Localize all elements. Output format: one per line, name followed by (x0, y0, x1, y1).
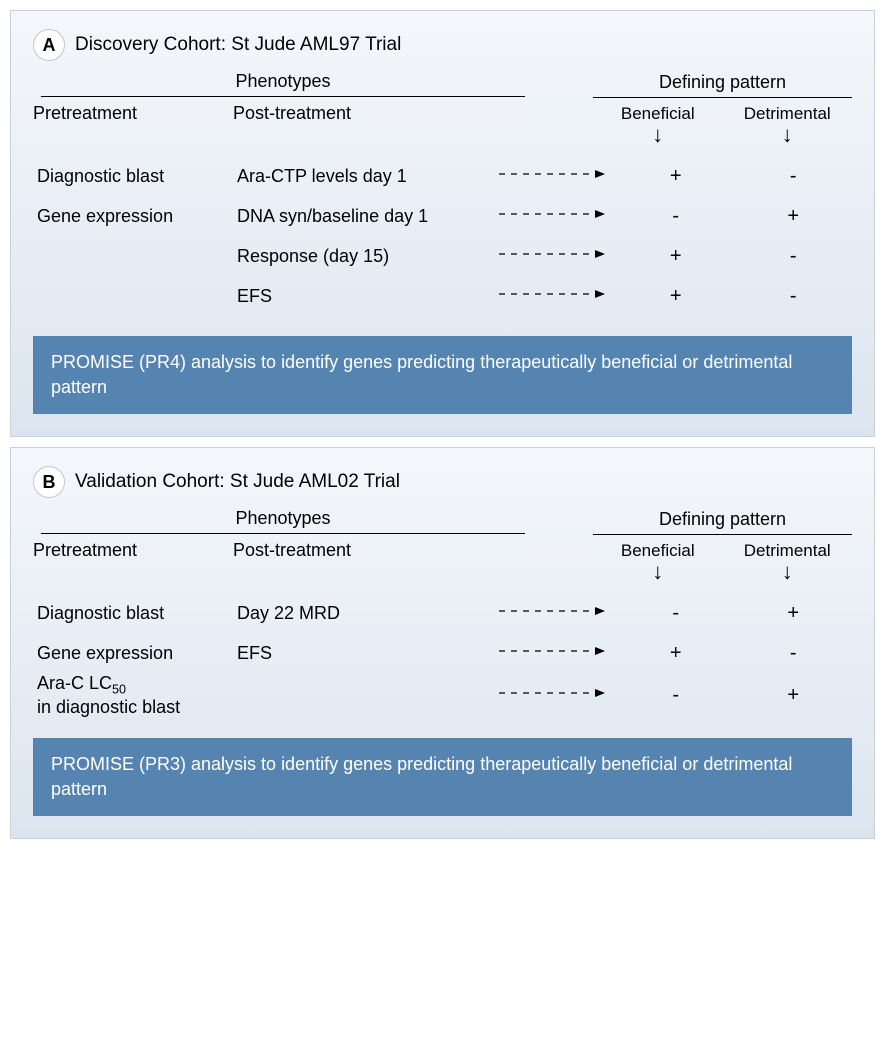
posttreatment-label: Post-treatment (233, 540, 533, 561)
dashed-right-arrow-icon (497, 287, 607, 301)
table-row: Gene expressionDNA syn/baseline day 1 -+ (33, 196, 852, 236)
panel-a-title: Discovery Cohort: St Jude AML97 Trial (75, 34, 401, 56)
panel-a-summary: PROMISE (PR4) analysis to identify genes… (33, 336, 852, 414)
beneficial-cell: - (617, 205, 735, 228)
panel-b-down-arrows: ↓ ↓ (593, 561, 852, 583)
panel-a-column-headers: Phenotypes Pretreatment Post-treatment D… (33, 71, 852, 124)
panel-b-header: B Validation Cohort: St Jude AML02 Trial (33, 466, 852, 498)
phenotypes-label: Phenotypes (41, 71, 525, 97)
dashed-right-arrow-icon (497, 207, 607, 221)
table-row: Diagnostic blastAra-CTP levels day 1 +- (33, 156, 852, 196)
detrimental-cell: - (735, 245, 853, 268)
down-arrow-icon: ↓ (593, 124, 723, 146)
dashed-right-arrow-icon (497, 167, 607, 181)
detrimental-cell: - (735, 642, 853, 665)
arrow-cell (487, 167, 617, 186)
phenotypes-label: Phenotypes (41, 508, 525, 534)
down-arrow-icon: ↓ (723, 124, 853, 146)
arrow-cell (487, 604, 617, 623)
down-arrow-icon: ↓ (723, 561, 853, 583)
table-row: Diagnostic blastDay 22 MRD -+ (33, 593, 852, 633)
panel-b: B Validation Cohort: St Jude AML02 Trial… (10, 447, 875, 839)
detrimental-label: Detrimental (723, 541, 853, 561)
posttreatment-cell: EFS (237, 643, 487, 664)
arrow-cell (487, 287, 617, 306)
dashed-right-arrow-icon (497, 644, 607, 658)
dashed-right-arrow-icon (497, 247, 607, 261)
panel-a-letter-badge: A (33, 29, 65, 61)
pretreatment-label: Pretreatment (33, 103, 233, 124)
beneficial-label: Beneficial (593, 541, 723, 561)
posttreatment-cell: EFS (237, 286, 487, 307)
pretreatment-cell: Gene expression (33, 206, 237, 227)
detrimental-cell: - (735, 165, 853, 188)
panel-a: A Discovery Cohort: St Jude AML97 Trial … (10, 10, 875, 437)
arrow-cell (487, 686, 617, 705)
dashed-right-arrow-icon (497, 686, 607, 700)
beneficial-cell: + (617, 285, 735, 308)
panel-a-header: A Discovery Cohort: St Jude AML97 Trial (33, 29, 852, 61)
beneficial-cell: + (617, 642, 735, 665)
down-arrow-icon: ↓ (593, 561, 723, 583)
pretreatment-cell: Ara-C LC50in diagnostic blast (33, 673, 237, 718)
detrimental-label: Detrimental (723, 104, 853, 124)
panel-b-title: Validation Cohort: St Jude AML02 Trial (75, 471, 400, 493)
detrimental-cell: + (735, 205, 853, 228)
defining-pattern-label: Defining pattern (593, 72, 852, 98)
detrimental-cell: - (735, 285, 853, 308)
beneficial-cell: - (617, 684, 735, 707)
panel-b-letter-badge: B (33, 466, 65, 498)
panel-b-summary: PROMISE (PR3) analysis to identify genes… (33, 738, 852, 816)
beneficial-cell: + (617, 245, 735, 268)
detrimental-cell: + (735, 684, 853, 707)
defining-pattern-label: Defining pattern (593, 509, 852, 535)
beneficial-cell: + (617, 165, 735, 188)
pretreatment-cell: Gene expression (33, 643, 237, 664)
dashed-right-arrow-icon (497, 604, 607, 618)
panel-b-rows: Diagnostic blastDay 22 MRD -+Gene expres… (33, 593, 852, 718)
posttreatment-cell: DNA syn/baseline day 1 (237, 206, 487, 227)
beneficial-label: Beneficial (593, 104, 723, 124)
table-row: Ara-C LC50in diagnostic blast -+ (33, 673, 852, 718)
pretreatment-cell: Diagnostic blast (33, 166, 237, 187)
posttreatment-label: Post-treatment (233, 103, 533, 124)
posttreatment-cell: Ara-CTP levels day 1 (237, 166, 487, 187)
panel-a-down-arrows: ↓ ↓ (593, 124, 852, 146)
table-row: EFS +- (33, 276, 852, 316)
arrow-cell (487, 247, 617, 266)
posttreatment-cell: Response (day 15) (237, 246, 487, 267)
posttreatment-cell: Day 22 MRD (237, 603, 487, 624)
arrow-cell (487, 207, 617, 226)
table-row: Gene expressionEFS +- (33, 633, 852, 673)
beneficial-cell: - (617, 602, 735, 625)
panel-b-column-headers: Phenotypes Pretreatment Post-treatment D… (33, 508, 852, 561)
panel-a-rows: Diagnostic blastAra-CTP levels day 1 +-G… (33, 156, 852, 316)
pretreatment-label: Pretreatment (33, 540, 233, 561)
table-row: Response (day 15) +- (33, 236, 852, 276)
pretreatment-cell: Diagnostic blast (33, 603, 237, 624)
arrow-cell (487, 644, 617, 663)
detrimental-cell: + (735, 602, 853, 625)
